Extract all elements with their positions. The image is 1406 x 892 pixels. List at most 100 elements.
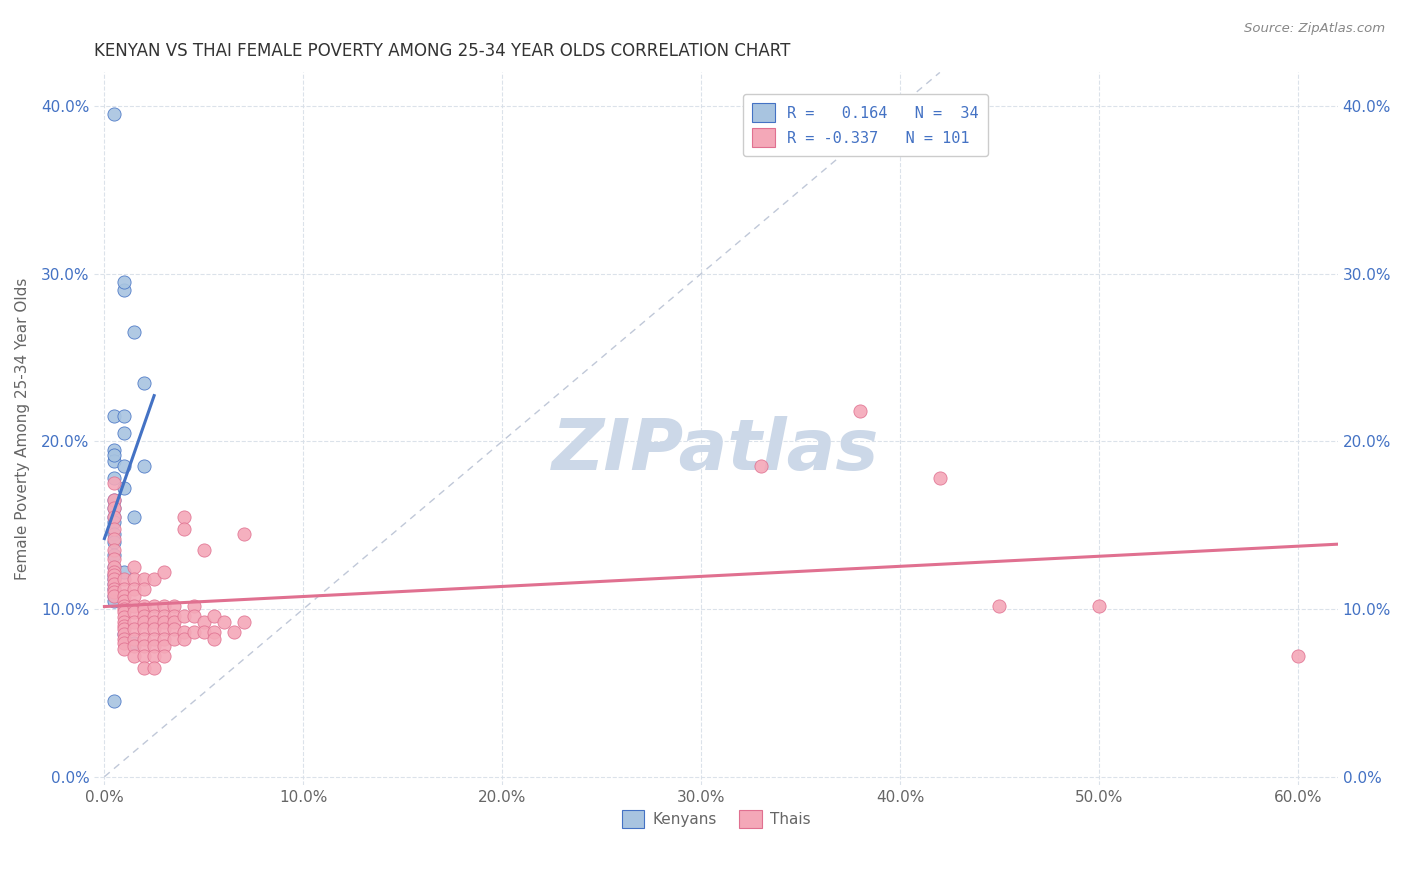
Point — [134, 639, 156, 653]
Point — [112, 565, 135, 579]
Point — [122, 326, 145, 340]
Point — [134, 602, 156, 616]
Point — [202, 632, 225, 647]
Point — [103, 568, 125, 582]
Point — [103, 442, 125, 457]
Point — [173, 625, 195, 640]
Point — [103, 560, 125, 574]
Point — [988, 599, 1011, 613]
Point — [849, 404, 872, 418]
Point — [749, 459, 772, 474]
Point — [153, 615, 176, 630]
Point — [112, 627, 135, 641]
Point — [103, 549, 125, 563]
Point — [232, 615, 254, 630]
Point — [103, 454, 125, 468]
Point — [112, 619, 135, 633]
Point — [134, 615, 156, 630]
Point — [103, 577, 125, 591]
Point — [103, 526, 125, 541]
Point — [163, 615, 186, 630]
Point — [103, 515, 125, 529]
Point — [103, 409, 125, 424]
Point — [103, 572, 125, 586]
Point — [163, 608, 186, 623]
Point — [143, 622, 166, 636]
Point — [103, 501, 125, 516]
Point — [193, 615, 215, 630]
Point — [103, 551, 125, 566]
Point — [173, 632, 195, 647]
Point — [122, 648, 145, 663]
Point — [103, 593, 125, 607]
Point — [1286, 648, 1309, 663]
Point — [112, 409, 135, 424]
Point — [134, 648, 156, 663]
Point — [112, 481, 135, 495]
Point — [112, 275, 135, 289]
Point — [163, 599, 186, 613]
Point — [122, 635, 145, 649]
Point — [202, 625, 225, 640]
Point — [112, 632, 135, 647]
Point — [112, 606, 135, 620]
Point — [103, 471, 125, 485]
Point — [153, 648, 176, 663]
Point — [193, 543, 215, 558]
Point — [928, 471, 950, 485]
Point — [143, 632, 166, 647]
Point — [112, 284, 135, 298]
Point — [112, 589, 135, 603]
Point — [103, 522, 125, 536]
Point — [134, 572, 156, 586]
Point — [112, 610, 135, 624]
Point — [103, 493, 125, 508]
Point — [122, 606, 145, 620]
Point — [103, 694, 125, 708]
Point — [103, 509, 125, 524]
Y-axis label: Female Poverty Among 25-34 Year Olds: Female Poverty Among 25-34 Year Olds — [15, 277, 30, 580]
Point — [103, 585, 125, 599]
Point — [173, 522, 195, 536]
Point — [103, 568, 125, 582]
Point — [143, 661, 166, 675]
Point — [143, 572, 166, 586]
Point — [122, 560, 145, 574]
Point — [163, 632, 186, 647]
Point — [103, 476, 125, 491]
Point — [112, 615, 135, 630]
Point — [103, 560, 125, 574]
Point — [103, 535, 125, 549]
Point — [103, 589, 125, 603]
Point — [103, 107, 125, 121]
Point — [134, 376, 156, 390]
Point — [103, 572, 125, 586]
Point — [112, 593, 135, 607]
Point — [112, 572, 135, 586]
Point — [103, 577, 125, 591]
Point — [212, 615, 235, 630]
Point — [112, 635, 135, 649]
Point — [153, 632, 176, 647]
Point — [103, 532, 125, 546]
Point — [143, 608, 166, 623]
Point — [232, 526, 254, 541]
Point — [183, 625, 205, 640]
Text: KENYAN VS THAI FEMALE POVERTY AMONG 25-34 YEAR OLDS CORRELATION CHART: KENYAN VS THAI FEMALE POVERTY AMONG 25-3… — [94, 42, 790, 60]
Point — [103, 493, 125, 508]
Point — [122, 509, 145, 524]
Point — [163, 622, 186, 636]
Point — [103, 448, 125, 462]
Point — [134, 582, 156, 596]
Point — [134, 459, 156, 474]
Point — [112, 627, 135, 641]
Point — [103, 582, 125, 596]
Point — [112, 459, 135, 474]
Point — [122, 599, 145, 613]
Point — [112, 582, 135, 596]
Point — [134, 632, 156, 647]
Point — [134, 661, 156, 675]
Point — [1088, 599, 1111, 613]
Point — [153, 565, 176, 579]
Point — [103, 582, 125, 596]
